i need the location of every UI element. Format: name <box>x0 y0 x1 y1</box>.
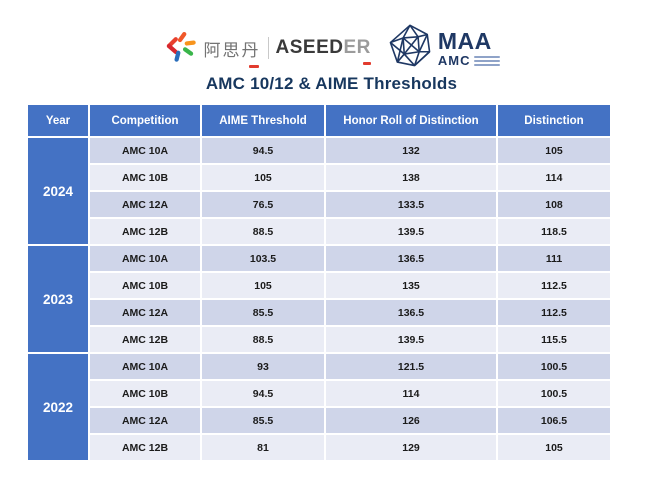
maa-subline: AMC <box>438 54 501 67</box>
cell-honor-roll: 136.5 <box>326 300 496 325</box>
cell-distinction: 105 <box>498 435 610 460</box>
cell-aime-threshold: 103.5 <box>202 246 324 271</box>
cell-competition: AMC 10B <box>90 273 200 298</box>
cell-aime-threshold: 93 <box>202 354 324 379</box>
maa-amc-label: AMC <box>437 52 471 68</box>
cell-competition: AMC 12A <box>90 300 200 325</box>
col-header-competition: Competition <box>90 105 200 136</box>
aseeder-cn-red-mark <box>248 64 259 68</box>
year-cell-2022: 2022 <box>28 354 88 460</box>
cell-competition: AMC 10A <box>90 246 200 271</box>
cell-distinction: 108 <box>498 192 610 217</box>
table-row: 2023 AMC 10A 103.5 136.5 111 <box>28 246 610 352</box>
cell-honor-roll: 138 <box>326 165 496 190</box>
table-row: AMC 12A 85.5 136.5 112.5 <box>28 300 610 325</box>
col-header-year: Year <box>28 105 88 136</box>
cell-honor-roll: 129 <box>326 435 496 460</box>
cell-distinction: 118.5 <box>498 219 610 244</box>
cell-aime-threshold: 94.5 <box>202 381 324 406</box>
table-row: AMC 12B 88.5 139.5 115.5 <box>28 327 610 352</box>
cell-aime-threshold: 88.5 <box>202 219 324 244</box>
cell-competition: AMC 12B <box>90 327 200 352</box>
cell-distinction: 106.5 <box>498 408 610 433</box>
cell-aime-threshold: 76.5 <box>202 192 324 217</box>
cell-aime-threshold: 105 <box>202 165 324 190</box>
page-title: AMC 10/12 & AIME Thresholds <box>205 74 458 93</box>
cell-honor-roll: 126 <box>326 408 496 433</box>
thresholds-table: Year Competition AIME Threshold Honor Ro… <box>26 103 612 462</box>
table-header-row: Year Competition AIME Threshold Honor Ro… <box>28 105 610 136</box>
maa-fine-print-lines <box>474 54 501 66</box>
table-row: AMC 10B 94.5 114 100.5 <box>28 381 610 406</box>
table-row: AMC 12B 88.5 139.5 118.5 <box>28 219 610 244</box>
cell-honor-roll: 121.5 <box>326 354 496 379</box>
table-row: 2024 AMC 10A 94.5 132 105 <box>28 138 610 244</box>
cell-distinction: 105 <box>498 138 610 163</box>
year-cell-2024: 2024 <box>28 138 88 244</box>
table-row: AMC 12A 85.5 126 106.5 <box>28 408 610 433</box>
cell-honor-roll: 139.5 <box>326 327 496 352</box>
cell-competition: AMC 12A <box>90 408 200 433</box>
cell-aime-threshold: 85.5 <box>202 408 324 433</box>
cell-distinction: 100.5 <box>498 381 610 406</box>
logo-divider <box>267 37 269 59</box>
cell-honor-roll: 139.5 <box>326 219 496 244</box>
aseeder-latin-red-mark <box>362 62 371 65</box>
cell-honor-roll: 132 <box>326 138 496 163</box>
cell-competition: AMC 10A <box>90 138 200 163</box>
cell-aime-threshold: 85.5 <box>202 300 324 325</box>
maa-name: MAA <box>437 27 492 54</box>
cell-distinction: 115.5 <box>498 327 610 352</box>
cell-distinction: 112.5 <box>498 300 610 325</box>
cell-competition: AMC 10B <box>90 165 200 190</box>
cell-aime-threshold: 88.5 <box>202 327 324 352</box>
logo-band: 阿思丹 ASEEDER MAA <box>0 23 663 74</box>
cell-aime-threshold: 105 <box>202 273 324 298</box>
cell-honor-roll: 133.5 <box>326 192 496 217</box>
cell-competition: AMC 12A <box>90 192 200 217</box>
cell-distinction: 112.5 <box>498 273 610 298</box>
cell-honor-roll: 136.5 <box>326 246 496 271</box>
cell-aime-threshold: 81 <box>202 435 324 460</box>
maa-wordmark: MAA AMC <box>437 27 501 67</box>
table-row: 2022 AMC 10A 93 121.5 100.5 <box>28 354 610 460</box>
aseeder-chinese-name: 阿思丹 <box>204 36 261 68</box>
geodesic-sphere-icon <box>387 23 433 74</box>
asterisk-burst-icon <box>163 28 197 69</box>
table-row: AMC 12A 76.5 133.5 108 <box>28 192 610 217</box>
cell-competition: AMC 10A <box>90 354 200 379</box>
cell-distinction: 100.5 <box>498 354 610 379</box>
maa-logo: MAA AMC <box>387 23 501 74</box>
cell-aime-threshold: 94.5 <box>202 138 324 163</box>
cell-honor-roll: 114 <box>326 381 496 406</box>
cell-competition: AMC 12B <box>90 435 200 460</box>
cell-competition: AMC 12B <box>90 219 200 244</box>
aseeder-wordmark: ASEEDER <box>276 37 371 65</box>
cell-honor-roll: 135 <box>326 273 496 298</box>
cell-competition: AMC 10B <box>90 381 200 406</box>
cell-distinction: 114 <box>498 165 610 190</box>
year-cell-2023: 2023 <box>28 246 88 352</box>
aseeder-logo: 阿思丹 ASEEDER <box>163 28 371 69</box>
col-header-aime-threshold: AIME Threshold <box>202 105 324 136</box>
table-row: AMC 10B 105 135 112.5 <box>28 273 610 298</box>
table-row: AMC 10B 105 138 114 <box>28 165 610 190</box>
table-row: AMC 12B 81 129 105 <box>28 435 610 460</box>
col-header-distinction: Distinction <box>498 105 610 136</box>
cell-distinction: 111 <box>498 246 610 271</box>
col-header-honor-roll: Honor Roll of Distinction <box>326 105 496 136</box>
